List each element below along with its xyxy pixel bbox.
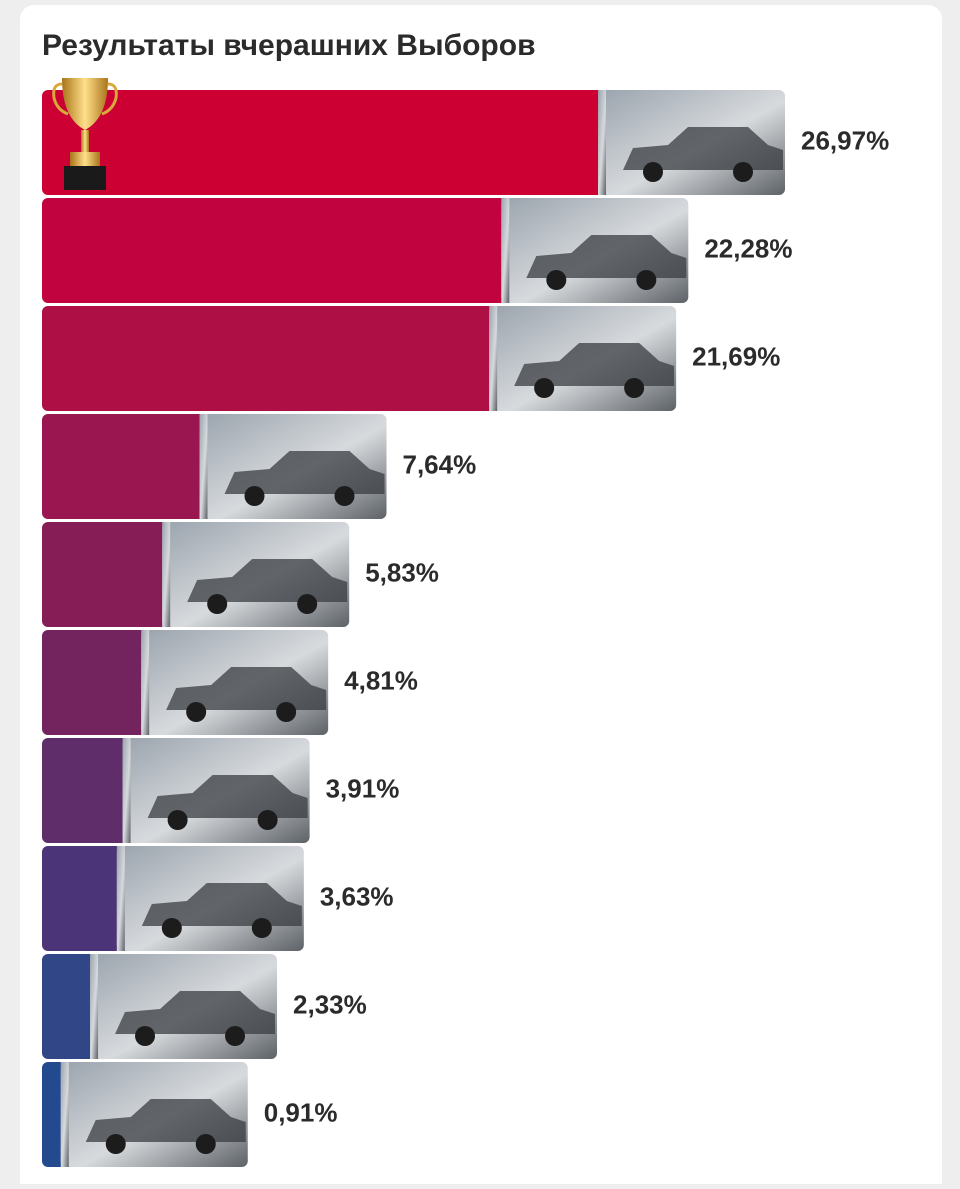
car-photo-edge <box>90 954 99 1059</box>
car-silhouette <box>187 559 348 602</box>
car-silhouette <box>115 991 276 1034</box>
wheel <box>251 918 272 938</box>
wheel <box>135 1026 156 1046</box>
wheel <box>334 486 355 506</box>
value-label: 5,83% <box>365 557 439 587</box>
chart-title: Результаты вчерашних Выборов <box>42 29 536 62</box>
car-silhouette <box>147 775 308 818</box>
trophy-base <box>70 152 100 166</box>
wheel <box>207 594 228 614</box>
bar <box>42 522 171 627</box>
car-photo-edge <box>598 90 606 195</box>
value-label: 3,91% <box>326 773 400 803</box>
bar <box>42 846 125 951</box>
wheel <box>257 810 278 830</box>
bar <box>42 90 606 195</box>
trophy-handles <box>52 82 118 116</box>
car-photo-edge <box>122 738 131 843</box>
bar <box>42 306 498 411</box>
car-silhouette <box>166 667 327 710</box>
value-label: 0,91% <box>264 1097 338 1127</box>
wheel <box>733 162 753 182</box>
wheel <box>643 162 663 182</box>
car-photo-edge <box>162 522 171 627</box>
wheel <box>105 1134 126 1154</box>
car-photo-edge <box>489 306 498 411</box>
car-silhouette <box>141 883 302 926</box>
value-label: 3,63% <box>320 881 394 911</box>
car-silhouette <box>623 127 783 170</box>
wheel <box>244 486 265 506</box>
car-silhouette <box>85 1099 246 1142</box>
wheel <box>297 594 318 614</box>
car-photo-edge <box>501 198 510 303</box>
trophy-cup <box>62 78 108 130</box>
wheel <box>624 378 645 398</box>
wheel <box>167 810 188 830</box>
car-photo-edge <box>199 414 208 519</box>
wheel <box>546 270 567 290</box>
wheel <box>534 378 555 398</box>
wheel <box>225 1026 246 1046</box>
bar <box>42 954 99 1059</box>
value-label: 21,69% <box>692 341 780 371</box>
value-label: 22,28% <box>704 233 792 263</box>
wheel <box>195 1134 216 1154</box>
bar <box>42 198 510 303</box>
value-label: 4,81% <box>344 665 418 695</box>
value-label: 26,97% <box>801 125 889 155</box>
car-silhouette <box>526 235 687 278</box>
car-photo-edge <box>116 846 125 951</box>
bar <box>42 414 208 519</box>
wheel <box>276 702 297 722</box>
car-silhouette <box>224 451 385 494</box>
wheel <box>186 702 207 722</box>
bar <box>42 630 150 735</box>
trophy-plinth <box>64 166 106 190</box>
value-label: 2,33% <box>293 989 367 1019</box>
value-label: 7,64% <box>403 449 477 479</box>
bar <box>42 738 131 843</box>
wheel <box>161 918 182 938</box>
car-photo-edge <box>60 1062 69 1167</box>
wheel <box>636 270 657 290</box>
car-photo-edge <box>141 630 150 735</box>
car-silhouette <box>514 343 675 386</box>
trophy-stem <box>81 130 89 152</box>
